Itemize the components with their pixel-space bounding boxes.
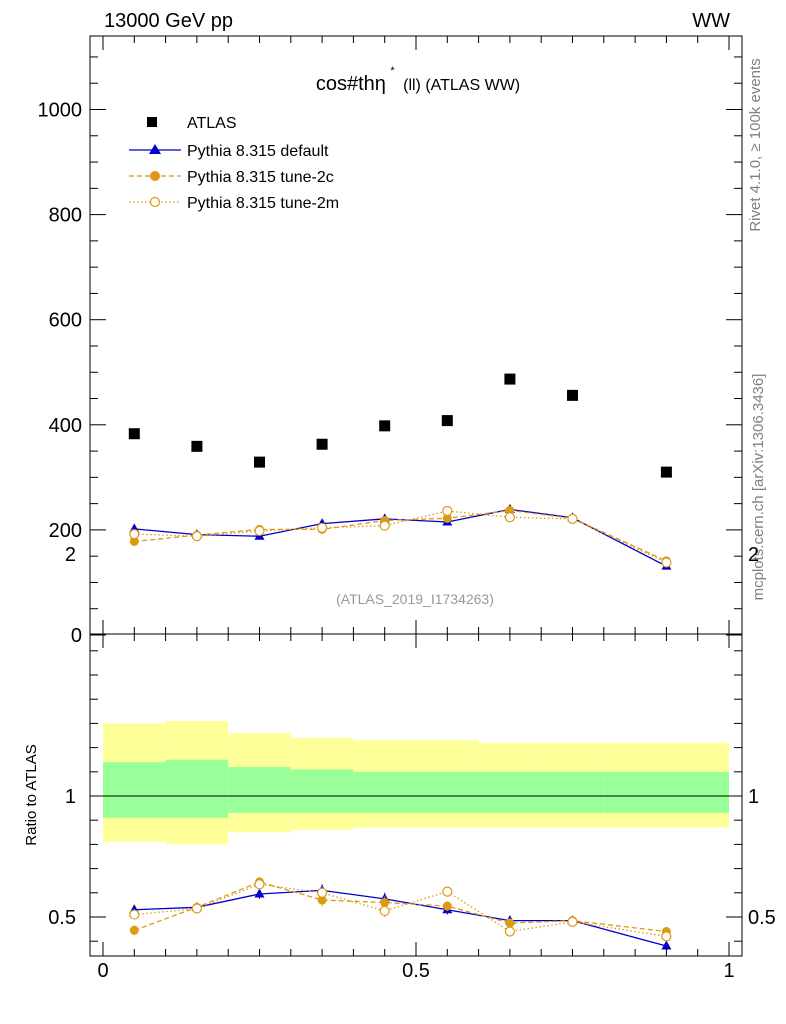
ratio-ytick-label-left-0: 0.5 [48,907,76,929]
legend: ATLAS Pythia 8.315 default Pythia 8.315 … [129,115,339,212]
ratio-band-inner-6 [478,771,542,813]
ratio-band-inner-7 [541,771,604,813]
x-tick-label-1: 0.5 [402,960,430,982]
analysis-tag: (ATLAS_2019_I1734263) [336,591,494,607]
x-tick-labels: 0 0.5 1 [97,960,734,982]
atlas-data-point-6 [504,373,516,385]
ratio-band-inner-8 [603,771,729,813]
legend-tune2m-label: Pythia 8.315 tune-2m [187,195,339,212]
atlas-data-point-8 [660,466,672,478]
ratio-tune2c-point-4 [380,897,390,907]
main-ytick-label-0: 0 [71,625,82,647]
ratio-band-inner-5 [416,771,479,813]
ratio-y-ticks: 0.5 0.5 1 1 2 2 [48,544,776,942]
ratio-band-inner-4 [353,771,416,813]
legend-default-marker [149,144,161,154]
main-tune2m-point-0 [129,529,140,540]
ratio-tune2m-point-7 [567,916,578,927]
legend-default-label: Pythia 8.315 default [187,143,329,160]
x-tick-label-0: 0 [97,960,108,982]
header-right-label: WW [692,10,730,32]
atlas-data-point-3 [316,438,328,450]
main-ytick-label-4: 800 [49,205,82,227]
legend-atlas-marker [147,117,157,127]
ratio-tune2m-point-1 [191,903,202,914]
ratio-ytick-label-right-1: 1 [748,786,759,808]
ratio-tune2c-point-5 [442,901,452,911]
main-marks [128,373,672,570]
main-tune2c-point-0 [129,536,139,546]
main-tune2m-point-7 [567,513,578,524]
ratio-tune2m-point-6 [504,926,515,937]
title-superscript: * [390,65,395,77]
ratio-tune2m-point-2 [254,879,265,890]
ratio-ytick-label-left-1: 1 [65,786,76,808]
ratio-tune2m-point-3 [317,887,328,898]
main-tune2m-point-5 [442,505,453,517]
atlas-data-point-5 [441,415,453,427]
ratio-tune2c-line [134,881,667,933]
main-tune2m-point-2 [254,525,265,537]
ratio-default-line [134,889,667,947]
legend-tune2c-label: Pythia 8.315 tune-2c [187,169,334,186]
ratio-tune2m-point-4 [379,905,390,917]
atlas-data-point-0 [128,428,140,440]
ratio-band-inner-1 [165,759,229,818]
ratio-bands [103,720,729,845]
atlas-data-point-1 [191,440,203,452]
main-tune2m-point-6 [504,512,515,523]
atlas-data-point-7 [567,389,578,401]
ratio-x-ticks [102,634,730,956]
ratio-tune2m-line [134,883,667,938]
main-tune2m-point-1 [191,531,202,542]
ratio-tune2m-point-8 [661,931,672,942]
ratio-tune2c-point-6 [505,918,515,928]
atlas-data-point-4 [379,420,391,432]
x-tick-label-2: 1 [723,960,734,982]
atlas-data-point-2 [254,456,265,468]
main-x-ticks [102,36,730,634]
main-tune2m-point-4 [379,520,390,531]
ratio-ylabel: Ratio to ATLAS [23,744,40,845]
main-ytick-label-3: 600 [49,310,82,332]
ratio-marks [129,877,672,950]
ratio-default-point-2 [254,888,265,898]
legend-tune2m-marker [149,196,161,208]
ratio-tune2m-point-0 [129,909,140,920]
legend-tune2c-marker [150,171,160,181]
ratio-ytick-label-left-2: 2 [65,544,76,566]
title-main: cos#thη [316,73,386,95]
main-default-line [134,508,667,567]
ratio-tune2c-point-3 [317,895,327,905]
ratio-default-point-8 [661,940,672,950]
ratio-tune2m-point-5 [442,886,453,897]
ratio-band-inner-2 [228,766,291,813]
main-ytick-label-5: 1000 [38,100,83,122]
main-tune2m-line [134,510,667,564]
title-rest: (ll) (ATLAS WW) [403,77,520,94]
main-tune2c-point-5 [442,513,452,523]
ratio-tune2c-point-0 [129,925,139,935]
main-ytick-label-2: 400 [49,415,82,437]
rivet-version-label: Rivet 4.1.0, ≥ 100k events [747,58,764,231]
ratio-panel: 0.5 0.5 1 1 2 2 Ratio to ATLAS [23,544,776,957]
main-tune2c-point-6 [505,505,515,515]
main-tune2m-point-3 [317,522,328,533]
ratio-ytick-label-right-0: 0.5 [748,907,776,929]
main-tune2m-point-8 [661,557,672,568]
legend-atlas-label: ATLAS [187,115,237,132]
main-ytick-label-1: 200 [49,520,82,542]
main-y-ticks: 0 200 400 600 800 1000 [38,56,742,647]
ratio-band-inner-0 [103,762,166,818]
chart-title: cos#thη * (ll) (ATLAS WW) [316,61,520,95]
mcplots-label: mcplots.cern.ch [arXiv:1306.3436] [750,374,767,601]
header-left-label: 13000 GeV pp [104,10,233,32]
ratio-band-inner-3 [290,769,354,813]
ratio-ytick-label-right-2: 2 [748,544,759,566]
